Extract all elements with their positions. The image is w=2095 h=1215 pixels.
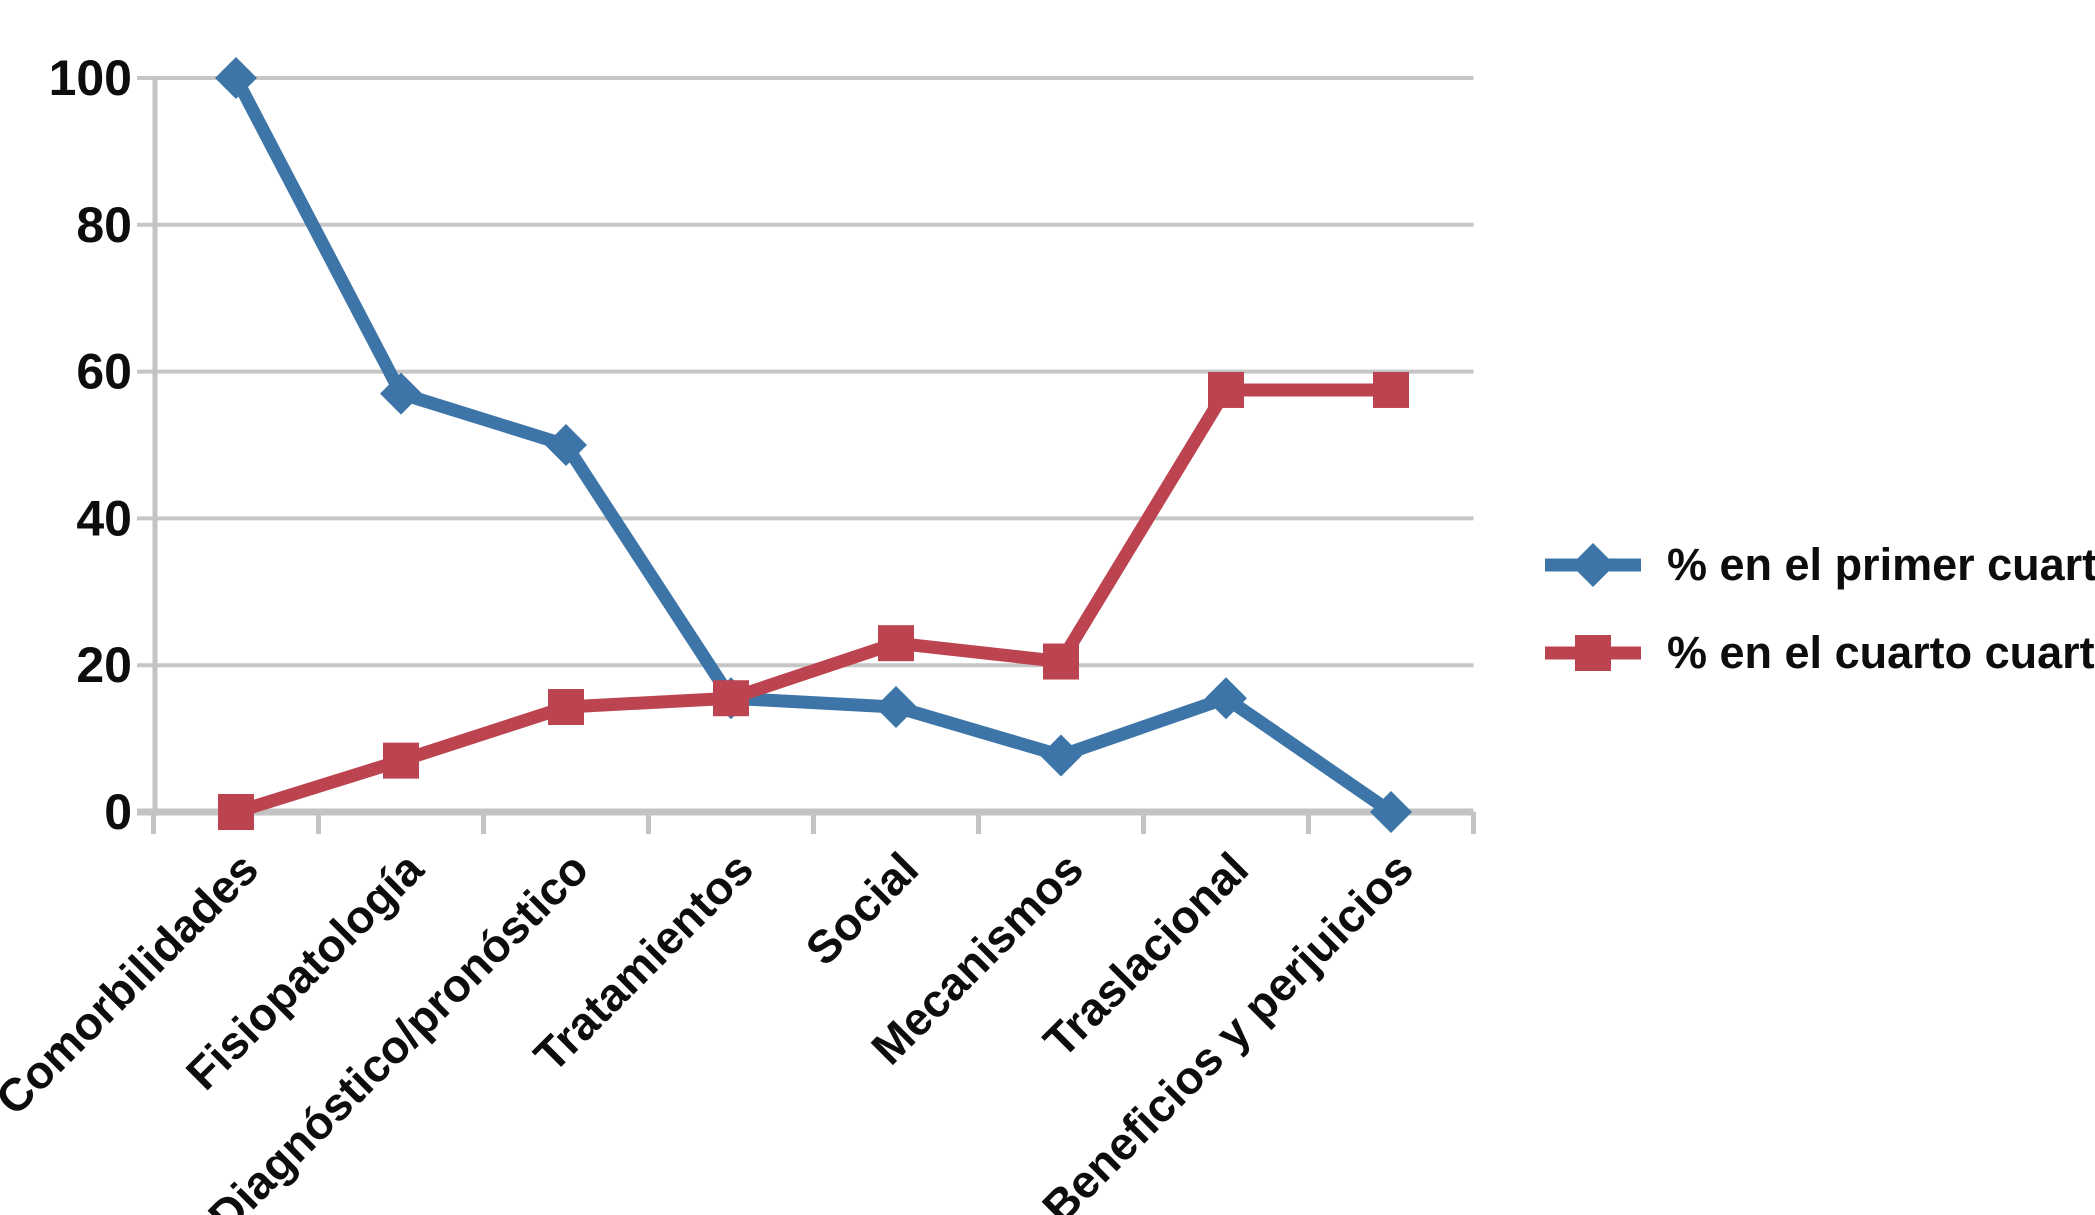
series-0 bbox=[215, 57, 1412, 833]
marker-s1-p5 bbox=[1043, 643, 1079, 680]
y-tick-label-80: 80 bbox=[76, 197, 132, 253]
legend-label-cuarto-cuartil: % en el cuarto cuartil bbox=[1667, 627, 2095, 678]
marker-s1-p3 bbox=[713, 680, 749, 717]
legend-item-primer-cuartil: % en el primer cuartil bbox=[1545, 537, 2095, 593]
marker-s1-p4 bbox=[878, 625, 914, 662]
marker-s0-p5 bbox=[1040, 734, 1082, 777]
legend-marker-square-icon bbox=[1545, 635, 1641, 671]
marker-s1-p2 bbox=[548, 689, 584, 726]
marker-s1-p1 bbox=[383, 742, 419, 779]
marker-s0-p4 bbox=[875, 686, 917, 729]
legend-label-primer-cuartil: % en el primer cuartil bbox=[1667, 539, 2095, 590]
y-tick-label-40: 40 bbox=[76, 490, 132, 546]
legend-marker-diamond-icon bbox=[1545, 543, 1641, 587]
y-tick-label-100: 100 bbox=[49, 50, 132, 106]
legend: % en el primer cuartil % en el cuarto cu… bbox=[1545, 537, 2095, 681]
y-tick-label-0: 0 bbox=[104, 784, 132, 840]
marker-s1-p0 bbox=[218, 794, 254, 830]
series-line-0 bbox=[230, 74, 1395, 818]
marker-s0-p2 bbox=[545, 424, 587, 466]
marker-s0-p1 bbox=[380, 372, 422, 415]
legend-square-glyph bbox=[1575, 635, 1611, 671]
marker-s1-p6 bbox=[1208, 371, 1244, 408]
x-category-label-4: Social bbox=[795, 842, 928, 975]
legend-item-cuarto-cuartil: % en el cuarto cuartil bbox=[1545, 625, 2095, 681]
marker-s0-p7 bbox=[1370, 791, 1412, 833]
series-1 bbox=[218, 371, 1409, 830]
y-tick-label-20: 20 bbox=[76, 637, 132, 693]
marker-s1-p7 bbox=[1373, 371, 1409, 408]
marker-s0-p0 bbox=[215, 57, 257, 99]
y-tick-label-60: 60 bbox=[76, 344, 132, 400]
legend-diamond-glyph bbox=[1571, 543, 1615, 587]
marker-s0-p6 bbox=[1205, 677, 1247, 720]
series-line-1 bbox=[234, 383, 1391, 819]
